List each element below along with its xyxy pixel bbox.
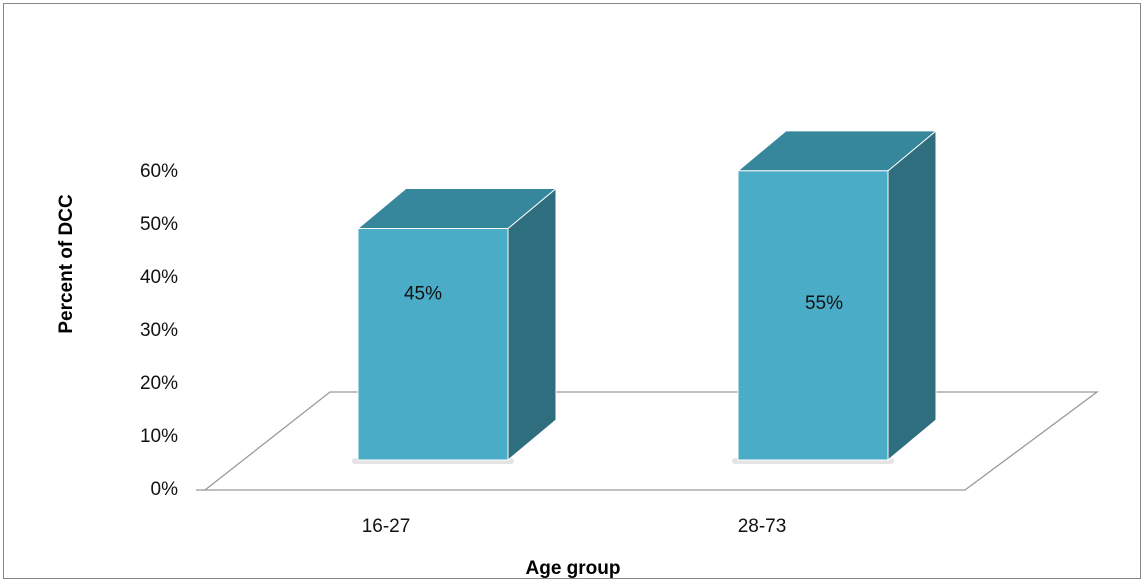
bar-front (737, 170, 889, 461)
data-label: 55% (805, 293, 843, 314)
x-tick-label: 16-27 (362, 516, 411, 537)
y-tick-label: 20% (140, 373, 178, 394)
bars: 45% 55% (352, 129, 938, 464)
x-tick-label: 28-73 (738, 516, 787, 537)
x-axis-title: Age group (526, 558, 621, 579)
chart-floor (196, 391, 1099, 491)
bar-side (507, 187, 557, 462)
y-tick-label: 50% (140, 214, 178, 235)
y-tick-label: 30% (140, 320, 178, 341)
bar: 45% (352, 187, 558, 464)
y-axis-ticks: 0% 10% 20% 30% 40% 50% 60% (140, 161, 178, 500)
bar-front (357, 228, 509, 461)
bar: 55% (732, 129, 938, 464)
y-axis-title: Percent of DCC (56, 194, 77, 334)
y-tick-label: 0% (151, 479, 179, 500)
y-tick-label: 60% (140, 161, 178, 182)
bar-side (887, 129, 937, 462)
y-tick-label: 10% (140, 426, 178, 447)
y-tick-label: 40% (140, 267, 178, 288)
chart-frame (3, 3, 1141, 579)
floor-plane (203, 391, 1099, 491)
x-axis-ticks: 16-27 28-73 (362, 516, 787, 537)
data-label: 45% (404, 284, 442, 305)
